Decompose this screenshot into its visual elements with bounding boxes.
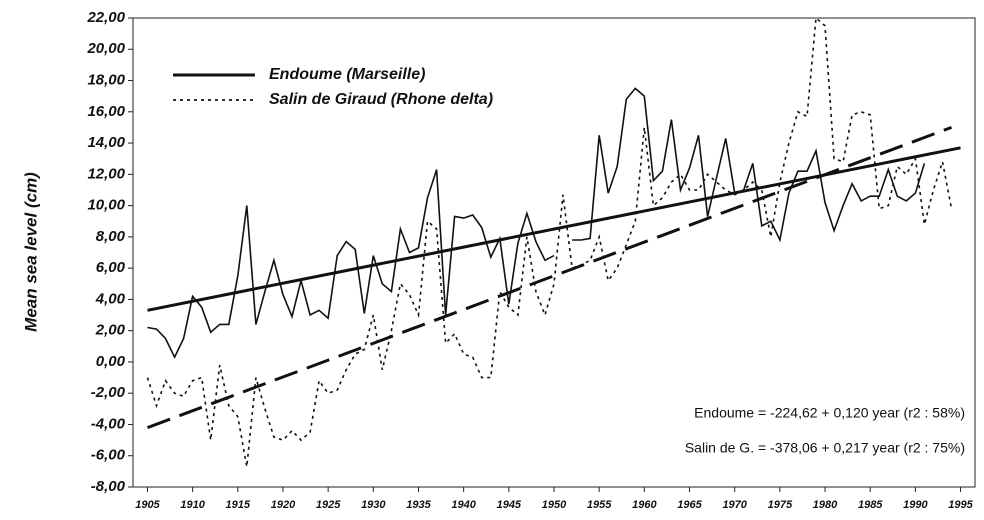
x-tick-label: 1910 [180,499,205,511]
y-tick-label: -8,00 [91,478,126,495]
y-tick-label: 8,00 [96,228,126,245]
y-tick-label: 12,00 [87,165,125,182]
legend-label: Salin de Giraud (Rhone delta) [269,91,493,108]
y-tick-label: 6,00 [96,259,126,276]
y-tick-label: 16,00 [87,103,125,120]
x-tick-label: 1960 [632,499,657,511]
x-tick-label: 1915 [226,499,251,511]
x-tick-label: 1945 [497,499,522,511]
x-tick-label: 1930 [361,499,386,511]
data-line [146,16,953,467]
x-tick-label: 1980 [813,499,838,511]
x-tick-label: 1975 [768,499,793,511]
data-line [147,87,926,360]
x-tick-label: 1905 [135,499,160,511]
x-tick-label: 1940 [451,499,476,511]
x-tick-label: 1985 [858,499,883,511]
y-tick-label: 2,00 [95,322,126,339]
y-axis-label: Mean sea level (cm) [21,172,40,332]
y-tick-label: 20,00 [86,40,125,57]
y-tick-label: 14,00 [87,134,125,151]
trend-line [146,125,953,430]
y-tick-label: 0,00 [96,353,126,370]
y-tick-label: -4,00 [91,415,126,432]
y-tick-label: -6,00 [91,447,126,464]
legend-label: Endoume (Marseille) [269,66,425,83]
x-tick-label: 1950 [542,499,567,511]
x-tick-label: 1955 [587,499,612,511]
y-tick-label: 4,00 [95,290,126,307]
x-tick-label: 1925 [316,499,341,511]
y-tick-label: 22,00 [86,9,125,26]
y-tick-label: -2,00 [91,384,126,401]
x-tick-label: 1990 [903,499,928,511]
x-tick-label: 1935 [406,499,431,511]
x-tick-label: 1995 [948,499,973,511]
x-tick-label: 1920 [271,499,296,511]
annotation: Salin de G. = -378,06 + 0,217 year (r2 :… [685,440,965,456]
y-tick-label: 18,00 [87,72,125,89]
x-tick-label: 1970 [722,499,747,511]
annotation: Endoume = -224,62 + 0,120 year (r2 : 58%… [694,405,965,421]
y-tick-label: 10,00 [87,197,125,214]
x-tick-label: 1965 [677,499,702,511]
